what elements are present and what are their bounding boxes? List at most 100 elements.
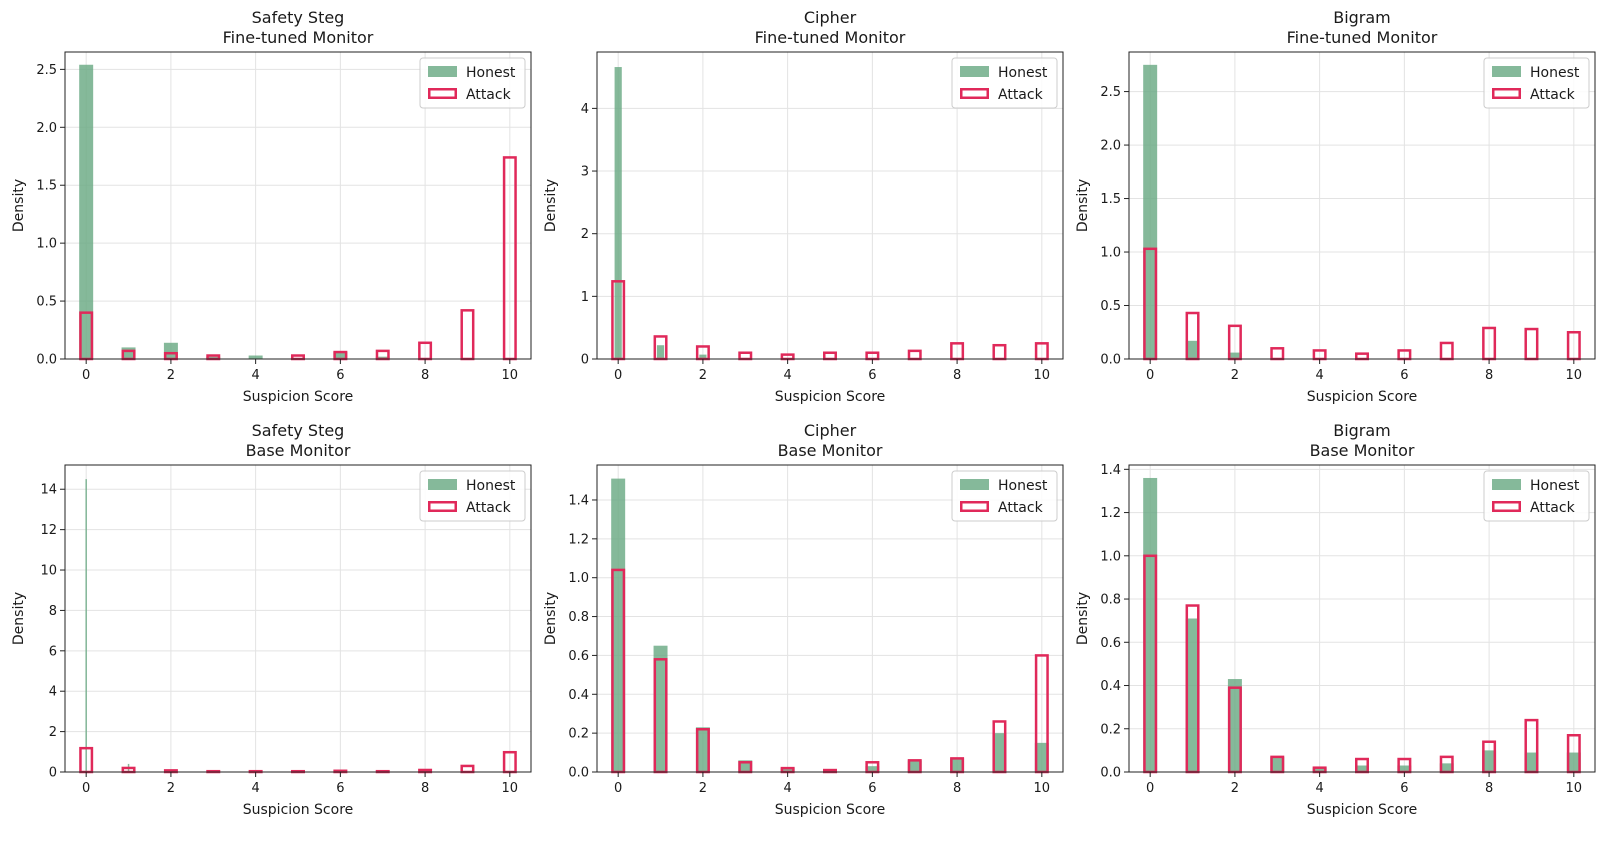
x-tick-label: 6: [868, 368, 876, 383]
x-tick-label: 2: [699, 781, 707, 796]
chart-panel-5: 0 2 4 6 8 10 0.0 0.2 0.4 0.6 0.8 1.0 1.2 1.4 CipherBas…: [543, 421, 1064, 818]
x-tick-label: 8: [421, 368, 429, 383]
x-tick-label: 2: [1231, 781, 1239, 796]
chart-title: Safety Steg: [252, 8, 345, 27]
axes-frame: [1128, 51, 1596, 360]
honest-bar: [1355, 765, 1369, 772]
y-tick-label: 0.4: [568, 688, 589, 703]
honest-bar: [1227, 352, 1242, 359]
x-tick-label: 0: [614, 781, 622, 796]
y-tick-label: 0: [49, 766, 57, 781]
honest-bar: [907, 760, 922, 772]
legend-attack-swatch: [1492, 88, 1521, 99]
y-tick-label: 2: [49, 725, 57, 740]
legend-attack-swatch: [428, 501, 457, 512]
x-axis-label: Suspicion Score: [243, 802, 354, 818]
honest-bar: [656, 345, 665, 359]
x-tick-label: 4: [1315, 781, 1323, 796]
honest-bar: [611, 478, 626, 772]
honest-bar: [1397, 765, 1412, 772]
y-tick-label: 3: [581, 165, 589, 180]
y-tick-label: 1.0: [1100, 246, 1121, 261]
chart-title: Bigram: [1333, 421, 1391, 440]
honest-bar: [121, 347, 136, 359]
y-tick-label: 0.2: [1100, 722, 1121, 737]
attack-bar: [907, 349, 922, 361]
legend-honest-label: Honest: [1530, 478, 1580, 494]
legend-attack-label: Attack: [998, 500, 1044, 516]
y-tick-label: 1.0: [1100, 549, 1121, 564]
x-tick-label: 0: [1146, 368, 1154, 383]
legend-honest-swatch: [428, 66, 457, 77]
x-tick-label: 4: [783, 781, 791, 796]
x-tick-label: 10: [502, 368, 519, 383]
legend: Honest Attack: [1483, 470, 1590, 522]
y-tick-label: 12: [40, 523, 57, 538]
honest-bar: [1034, 742, 1049, 772]
y-tick-label: 1: [581, 290, 589, 305]
y-tick-label: 1.5: [1100, 192, 1121, 207]
honest-bar: [614, 67, 622, 359]
attack-bar: [1439, 341, 1454, 361]
honest-bar: [79, 64, 94, 359]
x-tick-label: 0: [614, 368, 622, 383]
honest-bar: [248, 355, 263, 359]
honest-bar: [1143, 477, 1158, 772]
x-axis-label: Suspicion Score: [775, 389, 886, 405]
chart-title: Bigram: [1333, 8, 1391, 27]
legend: Honest Attack: [419, 470, 526, 522]
x-tick-label: 10: [1034, 781, 1051, 796]
honest-bar: [865, 766, 880, 772]
axes-frame: [596, 51, 1064, 360]
x-tick-label: 8: [953, 368, 961, 383]
x-tick-label: 8: [953, 781, 961, 796]
x-tick-label: 2: [167, 368, 175, 383]
legend-honest-label: Honest: [998, 65, 1048, 81]
y-tick-label: 1.0: [568, 571, 589, 586]
x-tick-label: 6: [868, 781, 876, 796]
legend-honest-label: Honest: [998, 478, 1048, 494]
chart-subtitle: Base Monitor: [246, 441, 351, 460]
y-tick-label: 6: [49, 644, 57, 659]
honest-bar: [333, 352, 348, 359]
x-tick-label: 6: [1400, 368, 1408, 383]
honest-bar: [1185, 618, 1200, 772]
y-axis-label: Density: [11, 592, 27, 645]
legend-attack-label: Attack: [998, 87, 1044, 103]
x-tick-label: 2: [699, 368, 707, 383]
attack-bar: [375, 349, 390, 361]
honest-bar: [85, 479, 87, 772]
y-tick-label: 0.5: [1100, 299, 1121, 314]
honest-bar: [1439, 763, 1454, 772]
legend: Honest Attack: [1483, 57, 1590, 109]
honest-bar: [1566, 752, 1581, 772]
legend-attack-swatch: [1492, 501, 1521, 512]
y-tick-label: 0.8: [568, 610, 589, 625]
y-tick-label: 0.0: [1100, 353, 1121, 368]
chart-title: Cipher: [804, 421, 857, 440]
y-tick-label: 0.4: [1100, 679, 1121, 694]
legend: Honest Attack: [951, 470, 1058, 522]
y-tick-label: 14: [40, 483, 57, 498]
honest-bar: [1143, 64, 1158, 359]
x-tick-label: 8: [1485, 781, 1493, 796]
y-axis-label: Density: [11, 179, 27, 232]
honest-bar: [738, 760, 753, 772]
x-tick-label: 10: [1566, 781, 1583, 796]
legend-attack-swatch: [960, 501, 989, 512]
y-tick-label: 2.5: [36, 63, 57, 78]
y-tick-label: 0: [581, 353, 589, 368]
x-tick-label: 8: [421, 781, 429, 796]
x-tick-label: 4: [251, 781, 259, 796]
x-axis-label: Suspicion Score: [775, 802, 886, 818]
x-tick-label: 10: [1566, 368, 1583, 383]
legend-attack-label: Attack: [1530, 87, 1576, 103]
y-tick-label: 0.6: [568, 649, 589, 664]
x-axis-label: Suspicion Score: [1307, 389, 1418, 405]
honest-bar: [950, 758, 965, 772]
attack-bar: [823, 351, 837, 361]
x-axis-label: Suspicion Score: [243, 389, 354, 405]
x-tick-label: 2: [167, 781, 175, 796]
honest-bar: [780, 768, 795, 772]
